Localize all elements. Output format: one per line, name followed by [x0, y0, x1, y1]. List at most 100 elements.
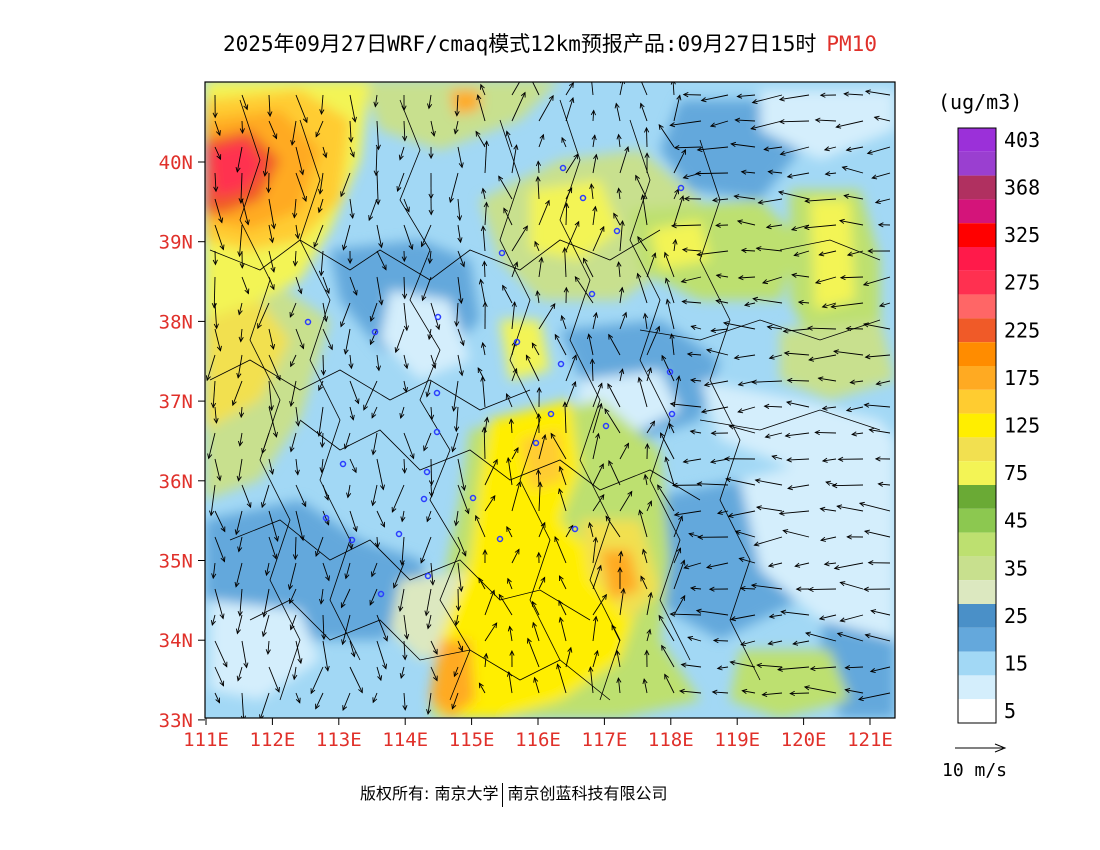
- wind-arrow: [343, 432, 351, 450]
- wind-arrow: [608, 459, 621, 486]
- wind-arrow: [525, 354, 540, 382]
- wind-arrow: [683, 196, 702, 202]
- wind-arrow: [295, 94, 308, 124]
- wind-arrow: [793, 250, 810, 257]
- wind-arrow: [787, 484, 810, 491]
- wind-arrow: [754, 478, 783, 486]
- wind-arrow: [619, 490, 633, 512]
- wind-arrow: [778, 119, 810, 125]
- wind-arrow: [457, 458, 467, 492]
- wind-arrow: [475, 130, 486, 148]
- wind-arrow: [511, 447, 519, 460]
- station-marker: [602, 422, 610, 430]
- wind-arrow: [322, 510, 330, 526]
- wind-arrow: [658, 614, 675, 642]
- wind-arrow: [532, 621, 540, 642]
- wind-arrow: [399, 666, 405, 679]
- wind-arrow: [565, 220, 580, 252]
- wind-arrow: [349, 380, 360, 405]
- legend-swatch: [958, 485, 996, 509]
- station-marker: [371, 328, 379, 336]
- wind-arrow: [213, 406, 219, 424]
- wind-arrow: [211, 276, 217, 309]
- wind-arrow: [213, 302, 219, 330]
- wind-arrow: [640, 575, 648, 590]
- wind-arrow: [346, 484, 352, 499]
- wind-arrow: [430, 640, 438, 655]
- wind-arrow: [481, 187, 487, 200]
- wind-arrow: [875, 380, 891, 386]
- wind-arrow: [294, 224, 301, 240]
- wind-arrow: [430, 354, 437, 369]
- wind-arrow: [841, 165, 864, 174]
- wind-arrow: [565, 646, 573, 668]
- wind-arrow: [317, 198, 324, 214]
- wind-arrow: [767, 169, 783, 175]
- wind-arrow: [657, 484, 675, 512]
- wind-arrow: [295, 692, 301, 704]
- wind-arrow: [588, 521, 594, 538]
- wind-arrow: [669, 401, 702, 408]
- wind-arrow: [214, 146, 222, 161]
- wind-arrow: [715, 222, 729, 228]
- wind-arrow: [845, 146, 864, 152]
- wind-arrow: [689, 429, 702, 435]
- wind-arrow: [638, 509, 648, 538]
- wind-arrow: [709, 120, 729, 128]
- legend-swatch: [958, 604, 996, 628]
- wind-arrow: [739, 585, 756, 592]
- wind-arrow: [535, 175, 541, 200]
- legend-label: 75: [1004, 461, 1028, 485]
- wind-arrow: [664, 456, 675, 486]
- wind-arrow: [393, 562, 405, 589]
- wind-arrow: [538, 521, 546, 538]
- wind-arrow: [755, 246, 783, 252]
- legend-swatch: [958, 389, 996, 414]
- wind-arrow: [484, 622, 498, 642]
- wind-arrow: [322, 640, 330, 672]
- wind-arrow: [457, 328, 465, 347]
- wind-arrow: [862, 322, 891, 330]
- wind-arrow: [511, 481, 522, 512]
- wind-arrow: [863, 402, 891, 408]
- wind-arrow: [619, 587, 626, 616]
- wind-arrow: [782, 529, 810, 538]
- wind-arrow: [535, 290, 541, 304]
- wind-arrow: [262, 146, 270, 177]
- wind-arrow: [664, 277, 675, 304]
- legend-unit: (ug/m3): [938, 90, 1023, 114]
- wind-arrow: [730, 614, 756, 622]
- wind-arrow: [592, 382, 603, 408]
- wind-arrow: [866, 146, 891, 155]
- wind-arrow: [727, 510, 756, 518]
- wind-arrow: [341, 614, 351, 646]
- station-marker: [668, 410, 676, 418]
- wind-arrow: [349, 94, 357, 123]
- wind-arrow: [558, 616, 567, 642]
- wind-arrow: [646, 420, 656, 434]
- lat-label: 39N: [159, 232, 193, 254]
- wind-arrow: [205, 354, 216, 382]
- wind-arrow: [661, 644, 675, 668]
- wind-arrow: [644, 152, 650, 174]
- station-marker: [433, 428, 441, 436]
- wind-arrow: [313, 224, 324, 248]
- wind-arrow: [260, 484, 270, 509]
- wind-arrow: [398, 588, 405, 612]
- wind-arrow: [728, 424, 756, 434]
- legend-label: 275: [1004, 271, 1040, 295]
- wind-arrow: [453, 510, 460, 527]
- wind-arrow: [554, 333, 567, 356]
- wind-arrow: [611, 624, 621, 642]
- wind-arrow: [402, 120, 408, 142]
- color-legend: 403 368 325 275 225 175 125 75 45 35 25 15 5: [957, 127, 1040, 724]
- wind-arrow: [239, 250, 245, 269]
- wind-arrow: [209, 484, 216, 517]
- wind-arrow: [738, 557, 756, 564]
- station-marker: [677, 184, 685, 192]
- wind-arrow: [755, 505, 783, 512]
- wind-arrow: [507, 577, 513, 590]
- wind-arrow: [724, 456, 756, 462]
- station-marker: [469, 494, 477, 502]
